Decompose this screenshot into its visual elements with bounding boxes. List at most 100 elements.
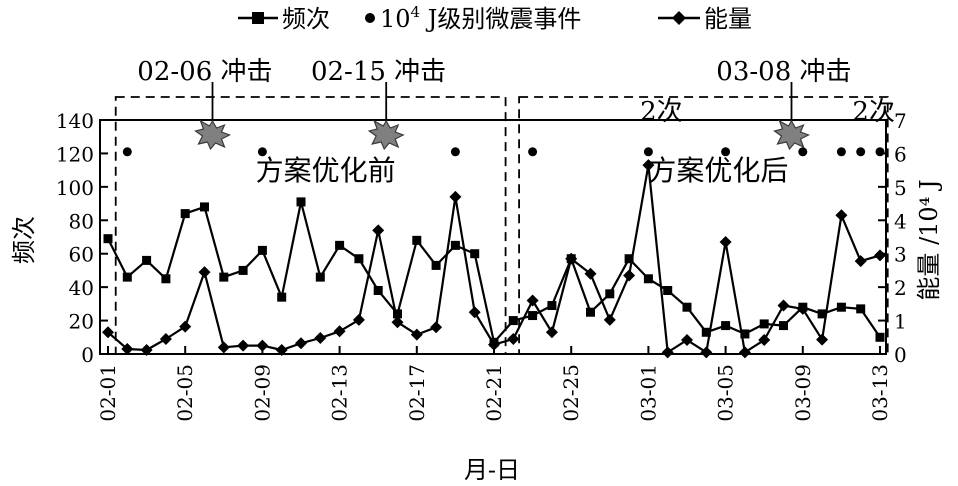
region-boxes: 方案优化前 方案优化后 <box>114 96 889 355</box>
frequency-point <box>219 272 229 282</box>
energy-point <box>488 338 500 351</box>
y-right-tick-label: 6 <box>894 142 907 166</box>
impact-burst-icon <box>194 119 231 151</box>
frequency-point <box>528 311 538 321</box>
energy-point <box>526 294 539 307</box>
energy-point <box>198 266 211 279</box>
x-tick-label: 02-13 <box>328 364 352 422</box>
frequency-point <box>450 240 460 250</box>
energy-point <box>623 269 636 282</box>
y-axis-right-title: 能量 /10⁴ J <box>915 179 943 300</box>
energy-point <box>681 333 693 346</box>
impact-burst-icon <box>367 119 405 151</box>
energy-point <box>584 267 597 280</box>
energy-point <box>777 299 790 312</box>
event-dot <box>798 147 808 157</box>
energy-point <box>507 332 520 345</box>
y-right-tick-label: 3 <box>894 243 907 267</box>
frequency-point <box>740 329 750 339</box>
x-tick-label: 02-21 <box>482 364 506 422</box>
y-axis-left-title: 频次 <box>10 216 38 264</box>
y-left-tick-label: 80 <box>69 209 94 233</box>
energy-point <box>449 190 462 203</box>
y-left-tick-label: 0 <box>81 343 94 367</box>
frequency-point <box>431 260 441 270</box>
event-dot <box>856 147 866 157</box>
energy-point <box>391 316 404 329</box>
frequency-point <box>257 245 267 255</box>
energy-point <box>854 255 867 268</box>
energy-point <box>102 326 114 339</box>
frequency-point <box>624 254 634 264</box>
energy-point <box>661 346 674 359</box>
legend-energy-diamond-marker <box>672 11 686 25</box>
event-dot <box>450 147 460 157</box>
impact-burst-icon <box>773 119 810 151</box>
y-right-tick-label: 5 <box>894 176 907 200</box>
y-right-tick-label: 1 <box>894 310 907 334</box>
energy-point <box>217 341 230 354</box>
frequency-point <box>547 301 557 311</box>
energy-point <box>603 313 616 326</box>
energy-point <box>256 339 269 352</box>
right-y-axis: 0 1 2 3 4 5 6 7 <box>878 109 907 367</box>
event-dot <box>875 147 885 157</box>
y-left-tick-label: 120 <box>56 142 94 166</box>
legend-frequency-label: 频次 <box>282 5 330 33</box>
energy-point <box>719 236 732 249</box>
legend-event-label: 104 J级别微震事件 <box>380 3 581 33</box>
y-right-tick-label: 4 <box>894 209 907 233</box>
legend-energy-label: 能量 <box>704 5 752 33</box>
x-tick-label: 02-01 <box>96 364 120 422</box>
event-dot <box>257 147 267 157</box>
frequency-point <box>161 274 171 284</box>
frequency-point <box>759 319 769 329</box>
energy-point <box>140 343 153 356</box>
frequency-point <box>817 309 827 319</box>
frequency-point <box>296 197 306 207</box>
impact-label: 02-15 冲击 <box>311 57 446 87</box>
y-left-tick-label: 60 <box>69 243 94 267</box>
x-axis: 02-01 02-05 02-09 02-13 02-17 02-21 02-25 03-01… <box>96 346 892 422</box>
left-y-axis: 0 20 40 60 80 100 120 140 <box>56 109 108 367</box>
frequency-point <box>643 274 653 284</box>
energy-point <box>738 346 751 359</box>
frequency-point <box>277 292 287 302</box>
series-layer <box>102 147 886 359</box>
energy-point <box>796 302 809 315</box>
frequency-point <box>103 234 113 244</box>
x-tick-label: 03-13 <box>868 364 892 422</box>
energy-point <box>372 224 385 237</box>
frequency-point <box>412 235 422 245</box>
y-right-tick-label: 0 <box>894 343 907 367</box>
event-dot <box>643 147 653 157</box>
frequency-point <box>335 240 345 250</box>
y-left-tick-label: 100 <box>56 176 94 200</box>
frequency-point <box>605 289 615 299</box>
region-box <box>114 96 507 355</box>
energy-point <box>758 333 771 346</box>
energy-point <box>314 331 327 344</box>
frequency-point <box>373 285 383 295</box>
region-box <box>518 96 889 355</box>
energy-point <box>468 306 481 319</box>
energy-point <box>410 328 423 341</box>
count-note: 2次 <box>852 97 895 127</box>
event-dot <box>836 147 846 157</box>
energy-point <box>333 325 346 338</box>
energy-point <box>352 313 365 326</box>
frequency-point <box>508 316 518 326</box>
legend-frequency-square-marker <box>252 12 264 24</box>
frequency-point <box>875 332 885 342</box>
x-tick-label: 03-09 <box>791 364 815 422</box>
frequency-point <box>836 302 846 312</box>
energy-point <box>121 342 134 355</box>
frequency-point <box>663 285 673 295</box>
frequency-point <box>315 272 325 282</box>
energy-point <box>565 252 578 265</box>
frequency-point <box>238 265 248 275</box>
y-right-tick-label: 7 <box>894 109 907 133</box>
region-label: 方案优化前 <box>256 154 396 187</box>
